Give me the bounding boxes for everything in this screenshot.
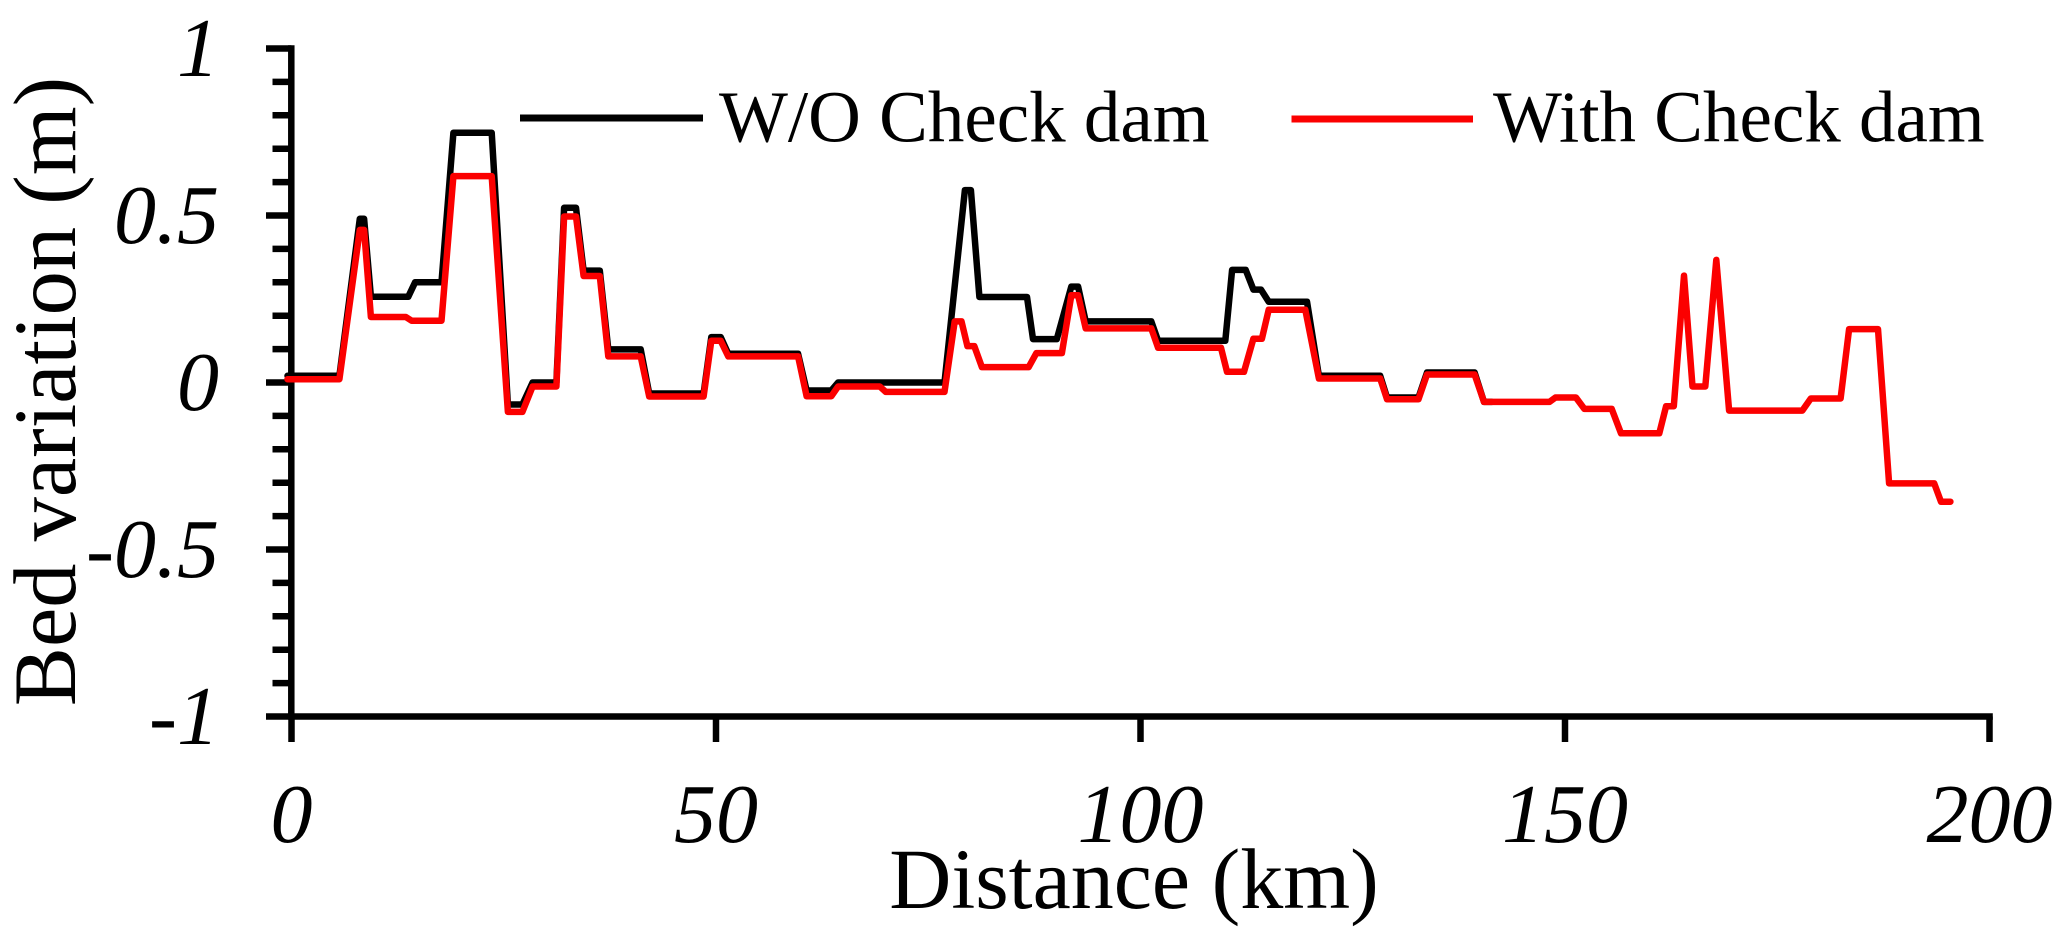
svg-text:50: 50 xyxy=(674,768,758,861)
svg-text:Bed variation (m): Bed variation (m) xyxy=(0,77,95,706)
svg-text:0.5: 0.5 xyxy=(114,169,219,262)
svg-text:-1: -1 xyxy=(149,670,219,763)
svg-text:W/O Check dam: W/O Check dam xyxy=(719,77,1210,158)
svg-text:0: 0 xyxy=(177,336,219,429)
svg-text:150: 150 xyxy=(1502,768,1628,861)
svg-text:1: 1 xyxy=(177,2,219,95)
svg-text:-0.5: -0.5 xyxy=(86,503,219,596)
svg-text:With Check dam: With Check dam xyxy=(1493,77,1985,158)
svg-text:0: 0 xyxy=(271,768,313,861)
svg-text:200: 200 xyxy=(1927,768,2053,861)
svg-text:Distance (km): Distance (km) xyxy=(889,831,1379,927)
svg-text:100: 100 xyxy=(1078,768,1204,861)
